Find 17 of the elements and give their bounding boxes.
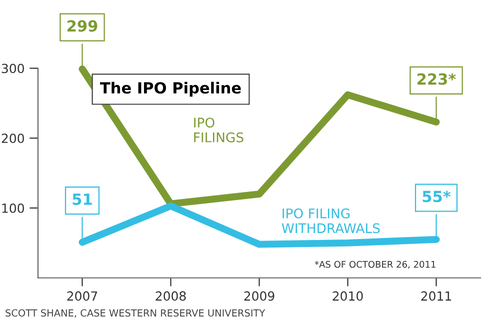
data-label: 55* xyxy=(422,190,451,202)
x-tick-label: 2007 xyxy=(67,291,98,301)
y-tick-label: 200 xyxy=(2,134,24,144)
x-tick-label: 2010 xyxy=(332,291,363,301)
y-tick-label: 100 xyxy=(2,203,24,213)
text: SCOTT SHANE, CASE WESTERN RESERVE UNIVERSITY xyxy=(6,309,266,318)
data-label: 223* xyxy=(418,73,456,85)
data-label: 299 xyxy=(68,20,98,32)
data-label: 51 xyxy=(72,194,92,206)
x-tick-label: 2009 xyxy=(244,291,274,301)
y-tick-label: 300 xyxy=(2,64,24,74)
series-label: IPO FILING WITHDRAWALS xyxy=(282,208,380,234)
text: IPO FILINGS xyxy=(194,118,244,142)
annotation: *AS OF OCTOBER 26, 2011 xyxy=(314,260,436,269)
x-tick-label: 2008 xyxy=(156,291,186,301)
x-tick-label: 2011 xyxy=(421,291,451,301)
text: The IPO Pipeline xyxy=(100,82,241,97)
